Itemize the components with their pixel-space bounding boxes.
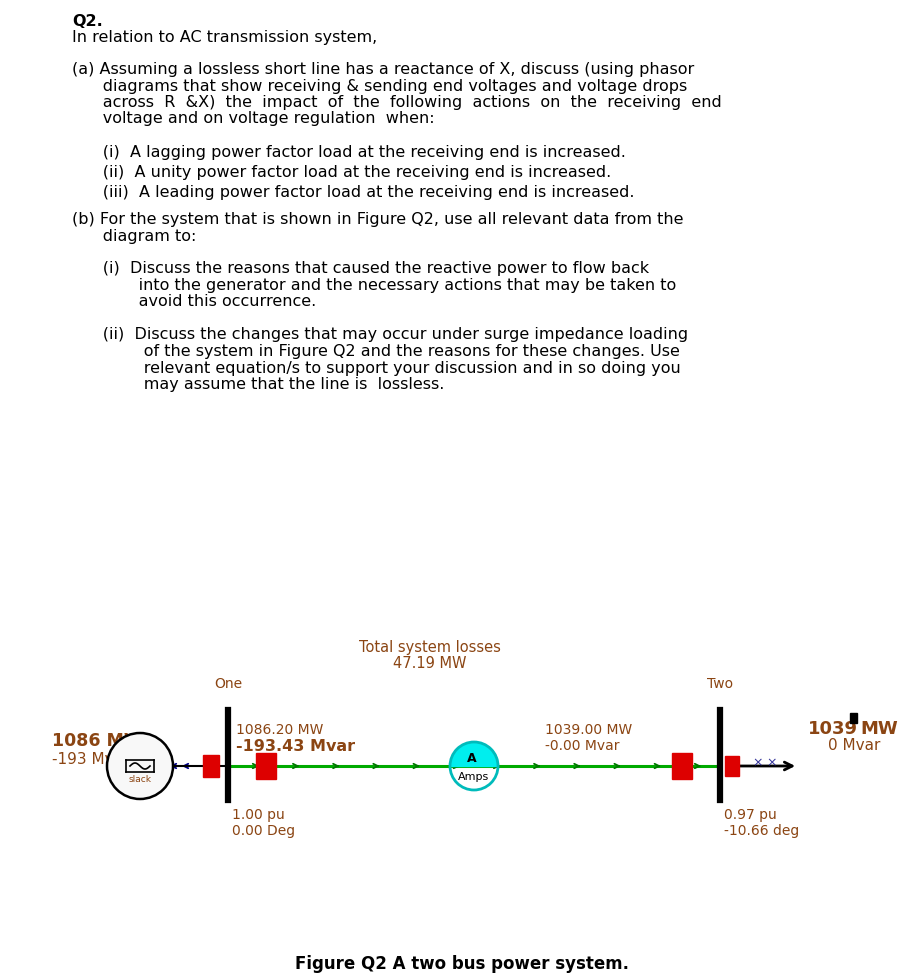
Bar xyxy=(203,755,219,777)
Text: diagram to:: diagram to: xyxy=(72,228,197,243)
Text: A: A xyxy=(468,752,477,765)
Text: In relation to AC transmission system,: In relation to AC transmission system, xyxy=(72,30,377,45)
Text: Two: Two xyxy=(707,677,733,691)
Bar xyxy=(850,713,857,723)
Text: Figure Q2 A two bus power system.: Figure Q2 A two bus power system. xyxy=(295,955,629,973)
Text: (i)  Discuss the reasons that caused the reactive power to flow back: (i) Discuss the reasons that caused the … xyxy=(72,262,650,276)
Text: 1039: 1039 xyxy=(808,720,858,738)
Text: 1086 MW: 1086 MW xyxy=(52,732,143,750)
Text: Amps: Amps xyxy=(458,772,490,782)
Text: (b) For the system that is shown in Figure Q2, use all relevant data from the: (b) For the system that is shown in Figu… xyxy=(72,212,684,227)
Text: may assume that the line is  lossless.: may assume that the line is lossless. xyxy=(72,377,444,392)
Text: slack: slack xyxy=(128,776,152,785)
Text: 0.97 pu: 0.97 pu xyxy=(724,808,777,822)
Text: Q2.: Q2. xyxy=(72,14,103,29)
Text: 1.00 pu: 1.00 pu xyxy=(232,808,285,822)
Circle shape xyxy=(107,733,173,799)
Text: into the generator and the necessary actions that may be taken to: into the generator and the necessary act… xyxy=(72,278,676,293)
Text: of the system in Figure Q2 and the reasons for these changes. Use: of the system in Figure Q2 and the reaso… xyxy=(72,344,680,359)
Text: Total system losses: Total system losses xyxy=(359,640,501,655)
Text: ×: × xyxy=(753,756,763,769)
Text: One: One xyxy=(214,677,242,691)
Text: -10.66 deg: -10.66 deg xyxy=(724,824,799,838)
Bar xyxy=(672,753,692,779)
Text: (iii)  A leading power factor load at the receiving end is increased.: (iii) A leading power factor load at the… xyxy=(72,185,635,200)
Text: voltage and on voltage regulation  when:: voltage and on voltage regulation when: xyxy=(72,111,434,127)
Text: (a) Assuming a lossless short line has a reactance of X, discuss (using phasor: (a) Assuming a lossless short line has a… xyxy=(72,62,694,77)
Text: 1039.00 MW: 1039.00 MW xyxy=(545,723,632,737)
Text: -193.43 Mvar: -193.43 Mvar xyxy=(236,739,355,754)
Bar xyxy=(256,753,276,779)
Text: -0.00 Mvar: -0.00 Mvar xyxy=(545,739,619,753)
Text: avoid this occurrence.: avoid this occurrence. xyxy=(72,295,316,309)
Text: (i)  A lagging power factor load at the receiving end is increased.: (i) A lagging power factor load at the r… xyxy=(72,144,626,159)
Bar xyxy=(725,756,739,776)
Text: 0 Mvar: 0 Mvar xyxy=(828,738,881,753)
Text: -193 Mvar: -193 Mvar xyxy=(52,752,129,767)
Text: (ii)  Discuss the changes that may occur under surge impedance loading: (ii) Discuss the changes that may occur … xyxy=(72,328,688,343)
Text: diagrams that show receiving & sending end voltages and voltage drops: diagrams that show receiving & sending e… xyxy=(72,78,687,94)
Text: 0.00 Deg: 0.00 Deg xyxy=(232,824,295,838)
Text: 1086.20 MW: 1086.20 MW xyxy=(236,723,323,737)
Text: (ii)  A unity power factor load at the receiving end is increased.: (ii) A unity power factor load at the re… xyxy=(72,165,612,180)
Text: across  R  &X)  the  impact  of  the  following  actions  on  the  receiving  en: across R &X) the impact of the following… xyxy=(72,95,722,110)
Text: MW: MW xyxy=(860,720,898,738)
Text: 47.19 MW: 47.19 MW xyxy=(394,656,467,671)
Text: ×: × xyxy=(767,756,777,769)
Text: relevant equation/s to support your discussion and in so doing you: relevant equation/s to support your disc… xyxy=(72,360,681,376)
